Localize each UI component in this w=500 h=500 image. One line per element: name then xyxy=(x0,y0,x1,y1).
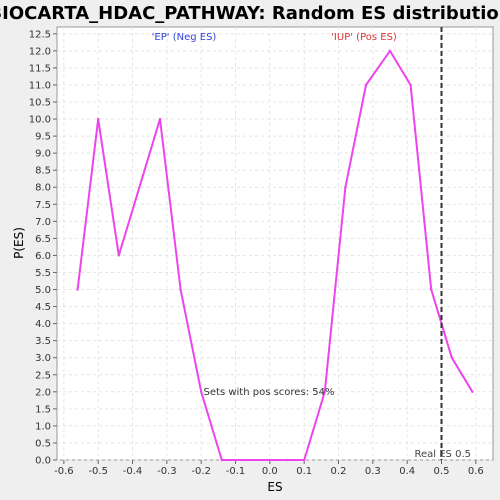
data-point xyxy=(285,458,289,462)
real-es-label: Real ES 0.5 xyxy=(415,449,471,460)
x-tick-label: -0.1 xyxy=(226,466,246,477)
y-axis-label: P(ES) xyxy=(12,227,26,259)
data-point xyxy=(471,390,474,394)
y-tick-label: 5.0 xyxy=(35,285,51,296)
y-tick-label: 8.0 xyxy=(35,183,51,194)
y-tick-label: 0.5 xyxy=(35,438,51,449)
y-tick-label: 12.5 xyxy=(29,29,51,40)
data-point xyxy=(76,288,79,291)
neg-es-annotation: 'EP' (Neg ES) xyxy=(152,32,217,43)
data-point xyxy=(158,117,162,121)
data-point xyxy=(241,458,244,462)
x-tick-label: -0.5 xyxy=(88,466,108,477)
data-point xyxy=(344,186,347,189)
y-tick-label: 6.5 xyxy=(35,234,51,245)
data-point xyxy=(409,83,412,87)
y-tick-label: 4.5 xyxy=(35,302,51,313)
y-tick-label: 3.0 xyxy=(35,353,51,364)
data-point xyxy=(388,49,392,53)
y-tick-label: 11.0 xyxy=(29,80,51,91)
pos-es-annotation: 'IUP' (Pos ES) xyxy=(331,32,397,43)
x-tick-label: 0.1 xyxy=(296,466,312,477)
y-tick-label: 7.0 xyxy=(35,217,51,228)
y-tick-label: 1.5 xyxy=(35,404,51,415)
x-tick-label: -0.2 xyxy=(191,466,211,477)
x-tick-label: 0.5 xyxy=(434,466,450,477)
y-tick-label: 4.0 xyxy=(35,319,51,330)
y-tick-label: 2.0 xyxy=(35,387,51,398)
pos-scores-annotation: Sets with pos scores: 54% xyxy=(204,387,335,398)
chart-title: BIOCARTA_HDAC_PATHWAY: Random ES distrib… xyxy=(0,3,500,24)
x-tick-label: -0.6 xyxy=(54,466,74,477)
x-tick-label: 0.3 xyxy=(365,466,381,477)
y-tick-label: 11.5 xyxy=(29,63,51,74)
data-point xyxy=(364,83,368,87)
x-tick-label: -0.4 xyxy=(123,466,143,477)
data-point xyxy=(323,390,326,394)
y-tick-label: 6.0 xyxy=(35,251,51,262)
y-tick-label: 10.5 xyxy=(29,98,51,109)
data-point xyxy=(199,390,203,394)
series-group xyxy=(76,49,474,462)
data-point xyxy=(179,288,182,291)
y-tick-label: 2.5 xyxy=(35,370,51,381)
y-tick-label: 8.5 xyxy=(35,166,51,177)
y-tick-label: 1.0 xyxy=(35,421,51,432)
y-tick-label: 0.0 xyxy=(35,456,51,467)
x-tick-label: -0.3 xyxy=(157,466,177,477)
plot-area xyxy=(56,26,494,461)
data-point xyxy=(450,356,454,359)
data-point xyxy=(302,458,306,462)
x-tick-label: 0.6 xyxy=(468,466,484,477)
y-tick-label: 9.0 xyxy=(35,149,51,160)
x-tick-label: 0.2 xyxy=(331,466,347,477)
y-tick-label: 10.0 xyxy=(29,115,51,126)
y-tick-label: 9.5 xyxy=(35,132,51,143)
y-tick-label: 7.5 xyxy=(35,200,51,211)
data-point xyxy=(117,254,120,257)
x-tick-label: 0.4 xyxy=(399,466,415,477)
series-line xyxy=(76,49,474,461)
x-axis-label: ES xyxy=(267,480,282,494)
x-tick-label: 0.0 xyxy=(262,466,278,477)
y-tick-label: 3.5 xyxy=(35,336,51,347)
y-tick-label: 5.5 xyxy=(35,268,51,279)
data-point xyxy=(96,117,100,121)
axes: 0.0 0.5 1.0 1.5 2.0 2.5 3.0 3.5 4.0 4.5 5.0 5.5 6.0 6… xyxy=(29,29,484,477)
data-point xyxy=(268,458,272,462)
data-point xyxy=(220,458,223,462)
data-point xyxy=(430,288,433,291)
annotations: Real ES 0.5 'EP' (Neg ES) 'IUP' (Pos ES) Se… xyxy=(152,27,471,460)
y-tick-label: 12.0 xyxy=(29,46,51,57)
